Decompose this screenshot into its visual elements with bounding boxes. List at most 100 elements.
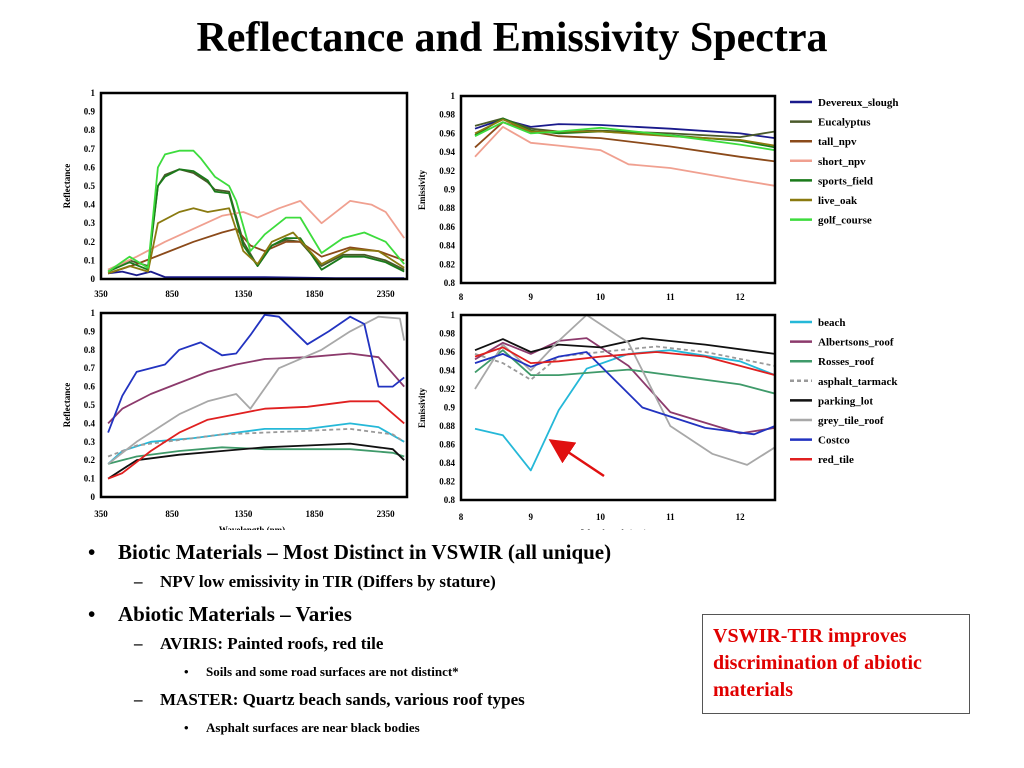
y-tick-label: 1 [451,91,456,101]
series-line [107,442,405,480]
y-tick-label: 0.88 [439,203,455,213]
legend-label: asphalt_tarmack [818,376,898,388]
bullet-biotic: Biotic Materials – Most Distinct in VSWI… [88,538,708,566]
legend-label: Albertsons_roof [818,337,894,349]
x-tick-label: 850 [165,509,179,519]
x-tick-label: 10 [596,292,606,302]
x-tick-label: 1350 [234,509,253,519]
y-tick-label: 0 [91,274,96,284]
bullet-soils: Soils and some road surfaces are not dis… [184,662,708,682]
x-tick-label: 12 [736,512,746,522]
series-line [474,315,775,466]
bullet-abiotic: Abiotic Materials – Varies [88,600,708,628]
plot-frame [459,94,777,285]
x-tick-label: 9 [529,292,534,302]
y-tick-label: 0.4 [84,200,96,210]
y-tick-label: 0.84 [439,458,455,468]
y-tick-label: 0.94 [439,147,455,157]
legend-label: live_oak [818,195,858,207]
legend-label: short_npv [818,156,866,168]
legend-label: grey_tile_roof [818,415,884,427]
series-line [107,315,406,465]
legend-label: parking_lot [818,395,873,407]
y-tick-label: 0.8 [444,278,456,288]
x-tick-label: 11 [666,292,675,302]
series-line [474,121,775,152]
x-tick-label: 11 [666,512,675,522]
series-line [107,227,405,275]
y-tick-label: 0.9 [84,326,96,336]
legend-label: golf_course [818,215,872,227]
y-tick-label: 0.86 [439,222,455,232]
y-tick-label: 0.82 [439,477,455,487]
y-tick-label: 0.98 [439,329,455,339]
y-tick-label: 1 [91,308,96,318]
y-tick-label: 0.6 [84,382,96,392]
y-tick-label: 0.9 [84,107,96,117]
series-line [474,126,775,187]
bullet-asphalt: Asphalt surfaces are near black bodies [184,718,708,738]
y-tick-label: 0.92 [439,384,455,394]
x-tick-label: 1850 [305,289,324,299]
y-tick-label: 0.7 [84,363,96,373]
y-tick-label: 1 [91,88,96,98]
y-tick-label: 1 [451,310,456,320]
red-arrow [548,439,605,478]
plot-frame [459,313,777,502]
y-tick-label: 0.84 [439,241,455,251]
series-line [107,400,405,480]
slide-title: Reflectance and Emissivity Spectra [196,15,828,61]
series-line [474,346,775,376]
series-line [107,428,405,458]
legend-label: red_tile [818,454,854,466]
y-tick-label: 0.7 [84,144,96,154]
y-tick-label: 0 [91,492,96,502]
y-tick-label: 0.2 [84,237,96,247]
series-line [474,351,775,436]
series-line [107,200,405,271]
y-tick-label: 0.3 [84,437,96,447]
legend-label: Costco [818,435,850,447]
y-tick-label: 0.2 [84,455,96,465]
y-tick-label: 0.4 [84,418,96,428]
bullet-aviris: AVIRIS: Painted roofs, red tile [134,632,708,656]
series-line [107,313,405,433]
series-line [474,118,775,147]
chart-tir_biotic: 0.8 0.82 0.84 0.86 0.88 0.9 0.92 0.94 0.96 0.98 1 8… [417,91,898,302]
bullet-master: MASTER: Quartz beach sands, various roof… [134,688,708,712]
series-line [107,168,405,273]
legend-label: Eucalyptus [818,117,871,129]
y-tick-label: 0.96 [439,128,455,138]
y-tick-label: 0.94 [439,366,455,376]
bullet-npv: NPV low emissivity in TIR (Differs by st… [134,570,708,594]
x-tick-label: 8 [459,512,464,522]
legend-label: beach [818,317,846,329]
legend-label: Rosses_roof [818,356,874,368]
x-tick-label: 2350 [377,289,396,299]
y-tick-label: 0.92 [439,166,455,176]
x-tick-label: 1850 [305,509,324,519]
series-line [107,270,405,279]
x-tick-label: 350 [94,509,108,519]
y-axis-label: Reflectance [62,164,72,208]
series-line [107,149,405,273]
x-tick-label: 850 [165,289,179,299]
legend-label: Devereux_slough [818,97,898,109]
y-tick-label: 0.5 [84,400,96,410]
y-tick-label: 0.88 [439,421,455,431]
x-axis-label: Wavelength (um) [581,528,647,530]
legend-label: sports_field [818,175,873,187]
x-axis-label: Wavelength (nm) [219,525,285,530]
y-tick-label: 0.8 [84,345,96,355]
series-line [107,352,405,425]
series-line [474,121,775,163]
x-tick-label: 8 [459,292,464,302]
plot-frame [99,91,409,281]
y-axis-label: Emissivity [417,170,427,211]
y-tick-label: 0.6 [84,162,96,172]
y-tick-label: 0.1 [84,474,96,484]
series-line [474,337,775,435]
